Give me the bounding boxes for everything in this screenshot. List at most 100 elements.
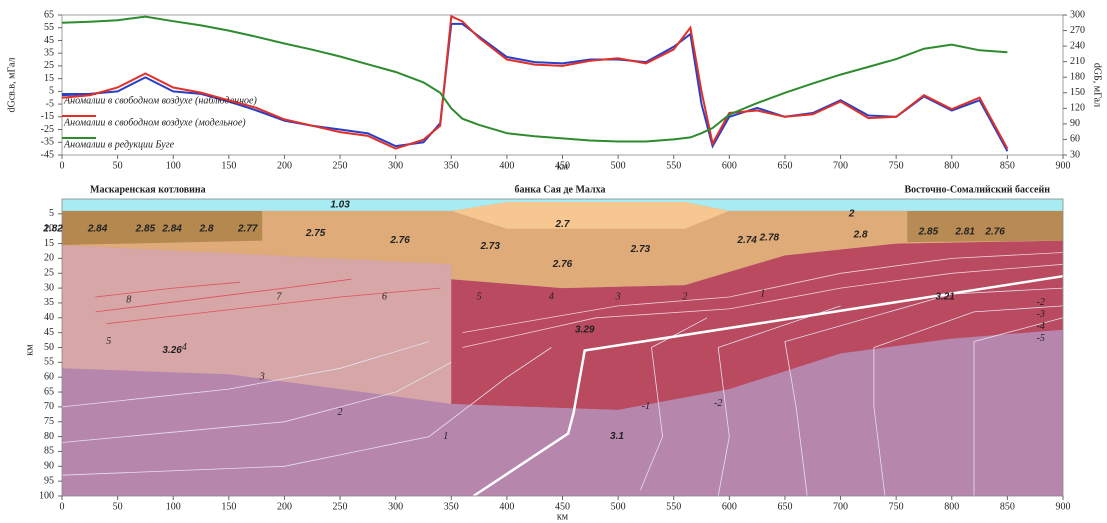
isoline-label: 5 [477, 291, 482, 302]
y-axis-label: dGсв.в, мГал [6, 58, 17, 113]
density-label: 2.73 [630, 244, 651, 255]
y-tick-label: 55 [44, 357, 54, 368]
upper-crust [62, 202, 1063, 289]
density-label: 2.81 [954, 226, 975, 237]
y-tick-label: 20 [44, 253, 54, 264]
y-tick-label: 15 [44, 73, 54, 84]
density-label: 2.84 [87, 223, 108, 234]
y-tick-label: -45 [41, 149, 54, 160]
bank-top [451, 202, 730, 229]
isoline [640, 317, 708, 491]
isoline-label: 1 [443, 431, 448, 442]
isoline [61, 362, 452, 443]
legend-label: Аномалии в свободном воздухе (модельное) [63, 117, 246, 128]
x-tick-label: 0 [60, 501, 65, 512]
x-tick-label: 150 [221, 501, 236, 512]
y-tick-label: 80 [44, 431, 54, 442]
isoline-label: -2 [1037, 297, 1045, 308]
y2-tick-label: 240 [1070, 40, 1085, 51]
isoline-label: 4 [549, 291, 554, 302]
y-tick-label: 100 [39, 490, 54, 501]
x-tick-label: 600 [722, 501, 737, 512]
isoline-label: 5 [106, 336, 111, 347]
y-tick-label: 50 [44, 342, 54, 353]
y-tick-label: 30 [44, 282, 54, 293]
x-tick-label: 400 [499, 160, 514, 171]
isoline-label: -1 [642, 401, 650, 412]
y-tick-label: 90 [44, 461, 54, 472]
isoline [61, 347, 552, 476]
x-tick-label: 550 [666, 160, 681, 171]
x-tick-label: 250 [333, 160, 348, 171]
density-label: 1.03 [330, 200, 350, 211]
y-tick-label: 65 [44, 386, 54, 397]
x-tick-label: 300 [388, 160, 403, 171]
y-tick-label: -15 [41, 111, 54, 122]
y2-tick-label: 150 [1070, 87, 1085, 98]
x-tick-label: 400 [499, 501, 514, 512]
region-label: банка Сая де Малха [514, 184, 605, 195]
y-tick-label: 70 [44, 401, 54, 412]
x-tick-label: 200 [277, 160, 292, 171]
x-axis-label: км [557, 161, 569, 172]
y-tick-label: 95 [44, 475, 54, 486]
y-tick-label: 45 [44, 327, 54, 338]
region-label: Маскаренская котловина [90, 184, 206, 195]
x-tick-label: 500 [611, 160, 626, 171]
x-tick-label: 750 [889, 501, 904, 512]
x-tick-label: 350 [444, 160, 459, 171]
density-label: 2.73 [479, 241, 500, 252]
isoline-label: 3 [615, 291, 621, 302]
density-label: 2.85 [918, 226, 939, 237]
lower-crust-east [451, 240, 1063, 410]
density-label: 2.74 [736, 235, 757, 246]
y2-tick-label: 30 [1070, 149, 1080, 160]
x-tick-label: 700 [833, 160, 848, 171]
y-tick-label: 60 [44, 371, 54, 382]
x-tick-label: 150 [221, 160, 236, 171]
isoline-label: -4 [1037, 321, 1045, 332]
x-tick-label: 300 [388, 501, 403, 512]
density-label: 2.8 [199, 223, 214, 234]
region-label: Восточно-Сомалийский бассейн [904, 184, 1050, 195]
x-tick-label: 200 [277, 501, 292, 512]
x-tick-label: 100 [166, 501, 181, 512]
y-tick-label: 45 [44, 35, 54, 46]
isoline-label: -3 [1037, 309, 1045, 320]
isoline-label: 4 [182, 342, 187, 353]
x-tick-label: 50 [113, 501, 123, 512]
density-label: 2.84 [161, 223, 182, 234]
isoline [873, 305, 1064, 497]
x-tick-label: 850 [1000, 160, 1015, 171]
density-label: 2.7 [555, 219, 570, 230]
x-tick-label: 450 [555, 501, 570, 512]
x-tick-label: 450 [555, 160, 570, 171]
x-tick-label: 800 [944, 160, 959, 171]
density-label: 2.82 [42, 223, 63, 234]
density-label: 3.26 [162, 345, 182, 356]
isoline [95, 281, 241, 298]
x-tick-label: 50 [113, 160, 123, 171]
series-line [61, 14, 1009, 150]
isoline-label: 1 [760, 288, 765, 299]
y2-tick-label: 180 [1070, 72, 1085, 83]
density-label: 2.75 [305, 228, 326, 239]
density-label: 2 [848, 208, 855, 219]
x-tick-label: 550 [666, 501, 681, 512]
y2-tick-label: 300 [1070, 9, 1085, 20]
y-tick-label: 25 [44, 268, 54, 279]
y-tick-label: -35 [41, 137, 54, 148]
y-tick-label: -5 [46, 98, 54, 109]
density-label: 3.1 [610, 431, 624, 442]
x-tick-label: 250 [333, 501, 348, 512]
isoline-label: -2 [714, 398, 722, 409]
water [62, 199, 1063, 211]
isoline-label: 7 [276, 291, 282, 302]
y-tick-label: 75 [44, 416, 54, 427]
isoline-label: 2 [338, 407, 343, 418]
isoline-label: 2 [682, 291, 687, 302]
x-tick-label: 0 [60, 160, 65, 171]
x-tick-label: 650 [777, 501, 792, 512]
y-tick-label: 25 [44, 60, 54, 71]
